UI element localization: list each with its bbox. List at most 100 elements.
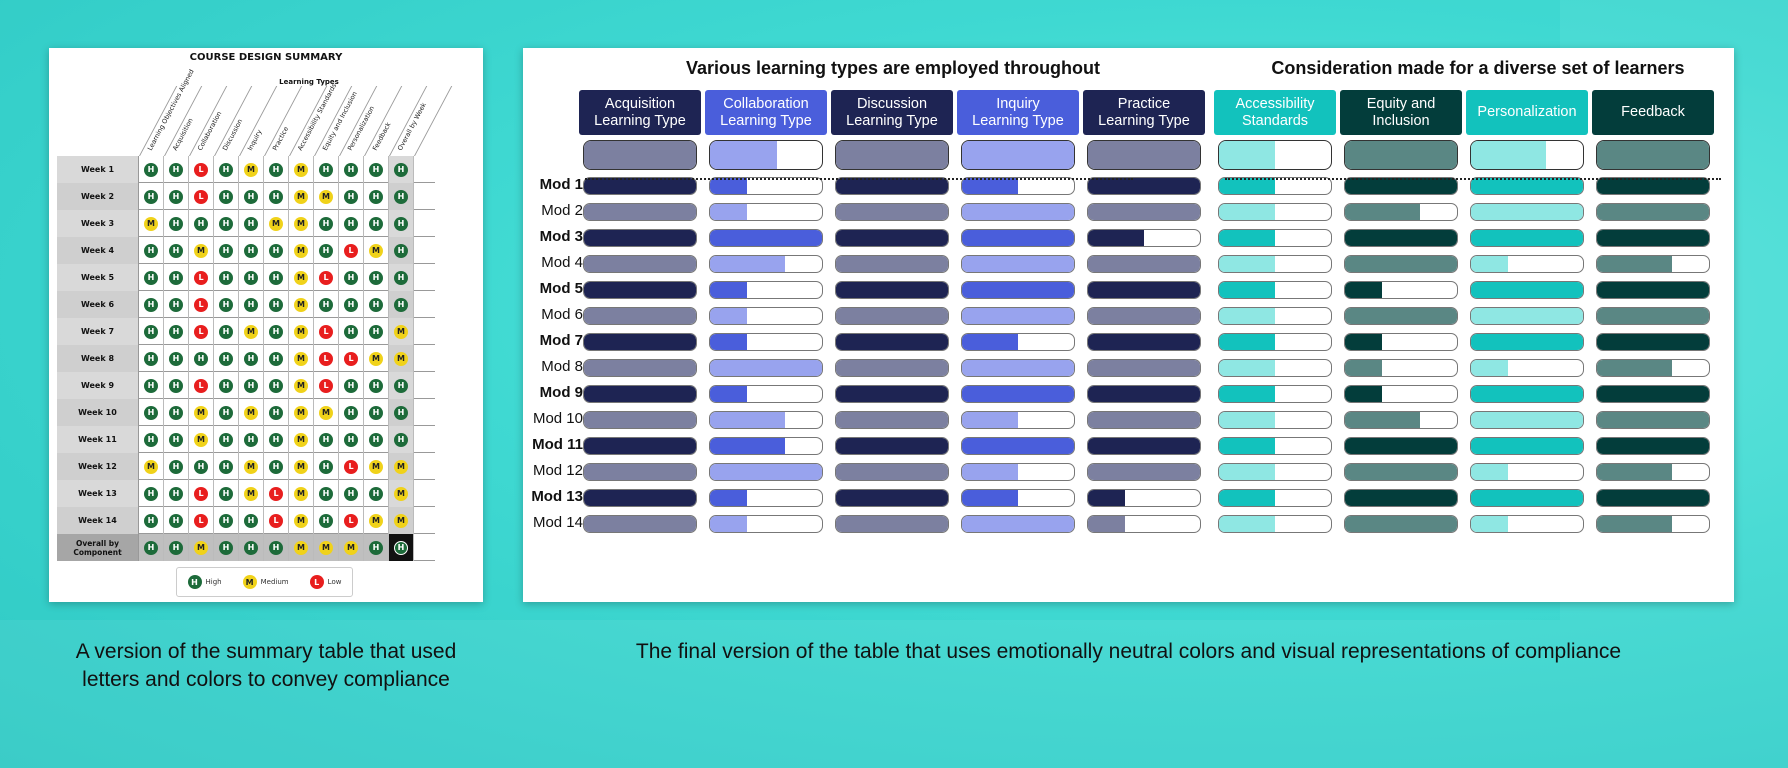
compliance-bar-fill xyxy=(962,204,1074,220)
compliance-bar-fill xyxy=(1088,256,1200,272)
rating-badge: M xyxy=(244,162,258,177)
rating-cell: H xyxy=(239,534,264,561)
summary-bar-fill xyxy=(1597,141,1709,169)
compliance-bar-fill xyxy=(1471,256,1508,272)
legend-label: Low xyxy=(327,578,342,586)
rating-badge: M xyxy=(294,270,308,285)
compliance-bar-fill xyxy=(962,438,1074,454)
compliance-bar-fill xyxy=(1345,360,1382,376)
rating-badge: H xyxy=(369,405,383,420)
legend-badge: L xyxy=(309,575,324,589)
compliance-bar-fill xyxy=(1471,438,1583,454)
rating-cell: M xyxy=(189,426,214,453)
compliance-bar xyxy=(961,385,1075,403)
rating-badge: H xyxy=(219,270,233,285)
compliance-bar-fill xyxy=(584,308,696,324)
compliance-bar-fill xyxy=(836,490,948,506)
compliance-bar xyxy=(961,203,1075,221)
rating-cell: H xyxy=(214,210,239,237)
compliance-bar-fill xyxy=(836,178,948,194)
column-header-line1: Accessibility xyxy=(1235,95,1315,112)
compliance-bar xyxy=(709,411,823,429)
rating-cell: H xyxy=(214,345,239,372)
rating-cell: H xyxy=(314,291,339,318)
rating-cell: H xyxy=(314,507,339,534)
compliance-bar-fill xyxy=(710,464,822,480)
compliance-bar-fill xyxy=(1345,230,1457,246)
compliance-bar-fill xyxy=(1088,282,1200,298)
rating-cell: H xyxy=(214,237,239,264)
rating-cell: H xyxy=(389,399,414,426)
module-label: Mod 10 xyxy=(532,410,583,427)
column-header: Feedback xyxy=(1592,90,1714,135)
compliance-bar xyxy=(1087,437,1201,455)
column-header-line1: Inquiry xyxy=(996,95,1040,112)
compliance-bar xyxy=(961,463,1075,481)
compliance-bar-fill xyxy=(584,256,696,272)
legend-item: L Low xyxy=(309,575,342,589)
compliance-bar-fill xyxy=(1345,204,1421,220)
module-label: Mod 2 xyxy=(541,202,583,219)
compliance-bar-fill xyxy=(1088,360,1200,376)
rating-badge: H xyxy=(144,324,158,339)
rating-cell: H xyxy=(389,534,414,561)
rating-badge: H xyxy=(144,432,158,447)
rating-cell: M xyxy=(289,426,314,453)
compliance-bar-fill xyxy=(1345,412,1421,428)
rating-cell: H xyxy=(339,480,364,507)
rating-badge: H xyxy=(344,297,358,312)
compliance-bar-fill xyxy=(584,386,696,402)
compliance-bar-fill xyxy=(1471,490,1583,506)
rating-cell: H xyxy=(164,534,189,561)
column-header-line2: Learning Type xyxy=(1098,112,1190,129)
rating-badge: H xyxy=(319,513,333,528)
compliance-bar-fill xyxy=(1088,516,1125,532)
rating-cell: H xyxy=(364,183,389,210)
rating-badge: H xyxy=(344,405,358,420)
rating-badge: L xyxy=(319,378,333,393)
module-label: Mod 8 xyxy=(541,358,583,375)
rating-badge: M xyxy=(319,189,333,204)
rating-badge: H xyxy=(369,189,383,204)
compliance-bar-fill xyxy=(1219,412,1275,428)
compliance-bar-fill xyxy=(710,412,786,428)
compliance-bar xyxy=(709,307,823,325)
rating-badge: M xyxy=(244,459,258,474)
compliance-bar-fill xyxy=(1219,464,1275,480)
compliance-bar-fill xyxy=(584,490,696,506)
rating-badge: L xyxy=(194,297,208,312)
rating-cell: H xyxy=(339,399,364,426)
rating-cell: H xyxy=(339,183,364,210)
rating-cell: H xyxy=(164,318,189,345)
compliance-bar xyxy=(835,229,949,247)
rating-cell: H xyxy=(389,210,414,237)
compliance-bar-fill xyxy=(710,204,747,220)
compliance-bar-fill xyxy=(1088,412,1200,428)
column-header-line1: Equity and xyxy=(1366,95,1436,112)
compliance-bar xyxy=(835,359,949,377)
summary-bar xyxy=(1218,140,1332,170)
compliance-bar xyxy=(1087,255,1201,273)
rating-badge: M xyxy=(244,405,258,420)
rating-cell: H xyxy=(164,237,189,264)
rating-badge: H xyxy=(269,378,283,393)
rating-badge: H xyxy=(219,486,233,501)
compliance-bar-fill xyxy=(1597,308,1709,324)
rating-badge: M xyxy=(244,324,258,339)
rating-badge: H xyxy=(169,243,183,258)
rating-cell: H xyxy=(164,210,189,237)
rating-badge: H xyxy=(144,297,158,312)
compliance-bar-fill xyxy=(584,360,696,376)
compliance-bar xyxy=(1344,177,1458,195)
compliance-bar xyxy=(583,489,697,507)
rating-badge: M xyxy=(294,513,308,528)
rating-badge: H xyxy=(244,378,258,393)
rating-badge: M xyxy=(144,459,158,474)
rating-badge: L xyxy=(194,513,208,528)
rating-cell: M xyxy=(189,399,214,426)
compliance-bar xyxy=(835,333,949,351)
rating-badge: M xyxy=(369,243,383,258)
compliance-bar xyxy=(1596,255,1710,273)
compliance-bar xyxy=(835,489,949,507)
summary-table-final: Various learning types are employed thro… xyxy=(523,48,1734,602)
